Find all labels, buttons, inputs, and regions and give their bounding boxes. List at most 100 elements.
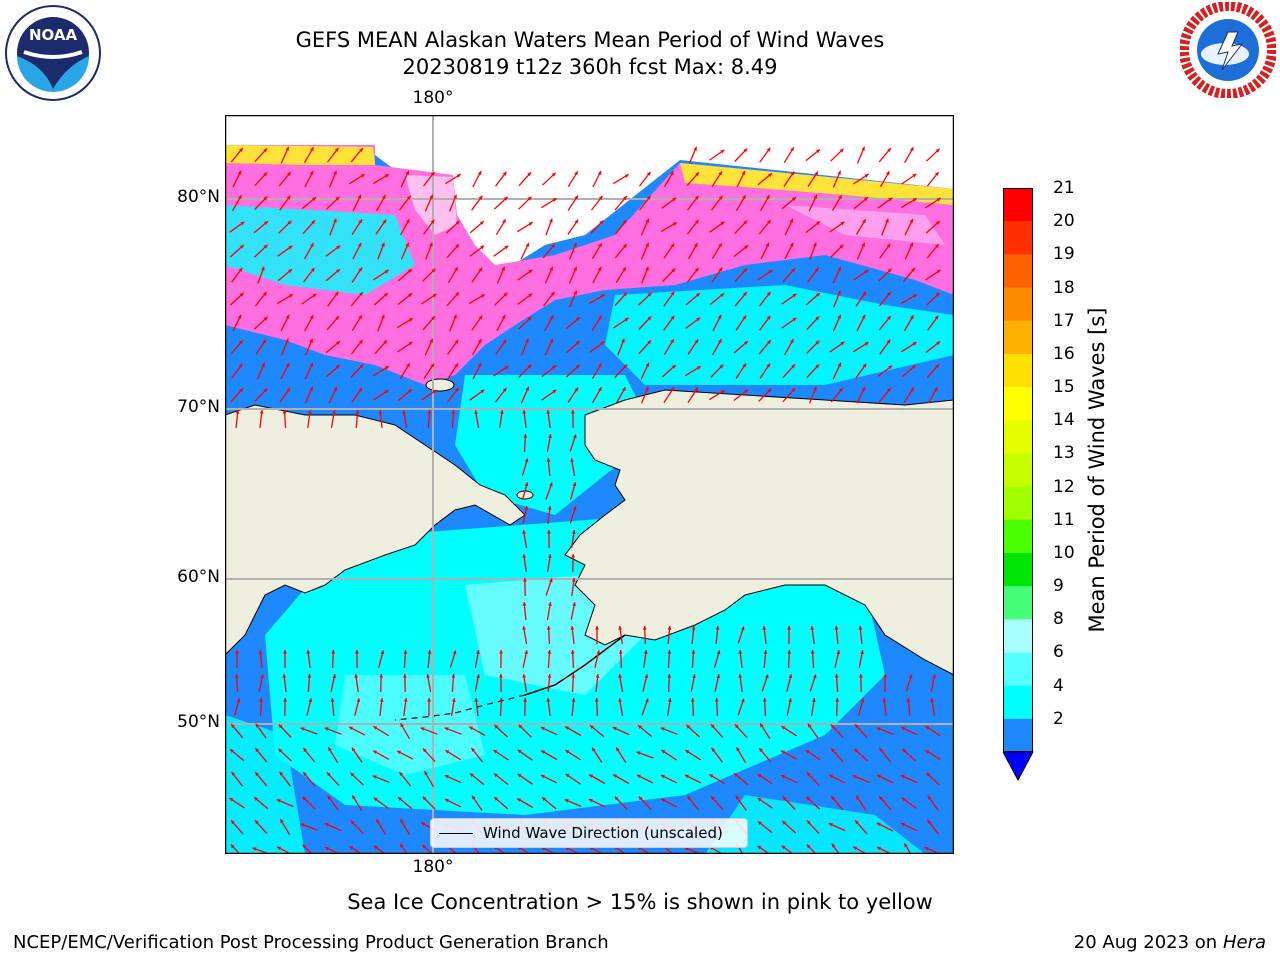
wind-arrow-head: [282, 410, 287, 414]
wind-arrow-head: [231, 820, 235, 825]
wind-arrow-head: [546, 458, 551, 462]
colorbar-cell: [1003, 718, 1033, 753]
wind-arrow-head: [912, 198, 917, 202]
wind-arrow-head: [382, 195, 386, 200]
wind-arrow-head: [766, 220, 771, 224]
wind-arrow-head: [909, 242, 913, 247]
wind-arrow-head: [837, 362, 842, 367]
wind-arrow-head: [864, 174, 869, 178]
wind-arrow-head: [260, 674, 264, 678]
wind-arrow-head: [787, 626, 791, 630]
wind-arrow-head: [263, 388, 268, 393]
wind-arrow-head: [549, 482, 553, 487]
wind-arrow-head: [288, 245, 293, 250]
wind-arrow-head: [815, 316, 820, 321]
wind-arrow-head: [932, 674, 936, 678]
wind-arrow-head: [231, 771, 236, 776]
wind-arrow-head: [522, 674, 526, 678]
wind-arrow-head: [262, 291, 267, 296]
wind-arrow-head: [254, 797, 259, 801]
wind-arrow-head: [644, 674, 649, 679]
wind-arrow-head: [427, 698, 431, 702]
wind-arrow-head: [525, 338, 529, 343]
wind-arrow-head: [501, 266, 505, 271]
wind-arrow-head: [330, 698, 335, 702]
wind-arrow-head: [902, 748, 907, 753]
wind-arrow-head: [570, 626, 575, 630]
wind-arrow-head: [231, 724, 235, 728]
wind-arrow-head: [523, 434, 528, 438]
wind-arrow-head: [234, 674, 239, 678]
wind-arrow-head: [862, 219, 866, 224]
wind-arrow-head: [839, 244, 844, 249]
colorbar-cell: [1003, 254, 1033, 289]
wind-arrow-head: [830, 724, 835, 729]
wind-arrow-head: [645, 266, 649, 271]
map-border: [225, 115, 954, 854]
wind-arrow-head: [926, 772, 931, 777]
wind-arrow-head: [523, 578, 527, 582]
wind-arrow-head: [263, 316, 268, 321]
wind-arrow-head: [876, 727, 881, 731]
wind-arrow-head: [478, 267, 483, 272]
wind-arrow-head: [400, 819, 404, 824]
wind-arrow-head: [430, 171, 435, 176]
wind-arrow-head: [381, 242, 385, 247]
wind-arrow-head: [503, 292, 508, 297]
wind-arrow-head: [358, 387, 363, 392]
wind-arrow-head: [646, 195, 651, 200]
wind-arrow-head: [574, 195, 578, 200]
wind-arrow-head: [813, 194, 818, 199]
wind-arrow-head: [935, 292, 940, 297]
wind-arrow-head: [444, 727, 449, 731]
wind-arrow-head: [806, 820, 811, 825]
wind-arrow-head: [687, 796, 692, 800]
wind-arrow-head: [572, 506, 577, 511]
wind-arrow-head: [645, 242, 649, 247]
wind-arrow-head: [383, 340, 387, 345]
wind-arrow-head: [859, 674, 863, 678]
wind-arrow-head: [476, 650, 480, 654]
wind-arrow-head: [860, 650, 864, 654]
lat-label-50: 50°N: [177, 712, 220, 732]
legend-label: Wind Wave Direction (unscaled): [483, 824, 723, 842]
wind-arrow-head: [310, 243, 314, 248]
wind-arrow-head: [575, 317, 580, 321]
wind-arrow-head: [717, 315, 722, 319]
wind-arrow-head: [671, 268, 676, 273]
wind-arrow-head: [427, 650, 432, 654]
wind-arrow-head: [645, 362, 650, 367]
wind-arrow-head: [444, 798, 449, 803]
wind-arrow-head: [334, 291, 339, 296]
wind-arrow-head: [565, 726, 570, 730]
wind-arrow-head: [791, 364, 796, 369]
wind-arrow-head: [524, 458, 529, 463]
wind-arrow-head: [334, 147, 339, 152]
wind-arrow-head: [357, 194, 362, 199]
wind-arrow-head: [397, 750, 401, 755]
colorbar-tick-label: 19: [1053, 244, 1075, 265]
wind-arrow-head: [239, 388, 243, 393]
wind-arrow-head: [853, 846, 858, 850]
wind-arrow-head: [502, 219, 506, 224]
wind-arrow-head: [720, 221, 725, 226]
wind-arrow-head: [686, 724, 691, 729]
wind-arrow-head: [904, 843, 908, 848]
wind-arrow-head: [309, 362, 314, 367]
wind-arrow-head: [788, 698, 792, 702]
wind-arrow-head: [813, 242, 817, 247]
wind-arrow-head: [373, 750, 378, 754]
wind-arrow-head: [623, 292, 627, 297]
wind-arrow-head: [810, 626, 815, 630]
noaa-logo: NOAA: [4, 4, 102, 102]
wind-arrow-head: [572, 602, 576, 606]
wind-arrow-head: [285, 146, 289, 151]
wind-arrow-head: [528, 293, 533, 298]
wind-arrow-head: [790, 171, 794, 176]
wind-arrow-head: [359, 364, 364, 369]
wind-arrow-head: [711, 724, 715, 729]
wind-arrow-head: [934, 315, 939, 320]
wind-arrow-head: [335, 269, 340, 273]
wind-arrow-head: [738, 674, 743, 678]
wind-arrow-head: [358, 267, 362, 272]
